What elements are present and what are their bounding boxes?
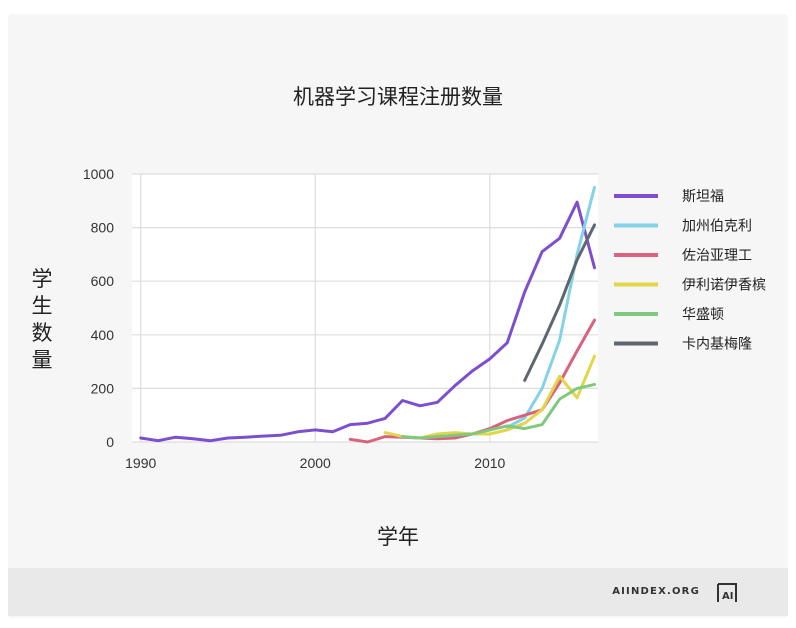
series-line-2	[505, 185, 596, 429]
y-tick-label: 200	[91, 380, 115, 396]
plot-background	[132, 174, 598, 442]
legend-label-1: 斯坦福	[682, 189, 724, 205]
series-line-1	[139, 200, 596, 443]
legend-label-4: 伊利诺伊香槟	[682, 278, 766, 294]
series-lines	[139, 185, 596, 444]
y-tick-label: 600	[91, 273, 115, 289]
y-axis-title-char: 学	[32, 267, 53, 291]
series-line-6	[523, 223, 596, 382]
logo-text: AI	[722, 591, 733, 602]
legend-label-2: 加州伯克利	[682, 219, 752, 235]
legend-label-6: 卡内基梅隆	[682, 336, 752, 353]
brand-text: AIINDEX.ORG	[612, 586, 700, 597]
y-axis-title-char: 量	[32, 348, 53, 372]
y-tick-label: 800	[91, 220, 115, 236]
x-tick-label: 1990	[125, 455, 156, 471]
grid	[132, 173, 598, 443]
y-axis-title-char: 数	[32, 321, 53, 345]
legend-label-3: 佐治亚理工	[682, 248, 752, 264]
x-ticks: 1990 2000 2010	[125, 455, 505, 471]
chart-title: 机器学习课程注册数量	[293, 85, 503, 109]
x-tick-label: 2000	[300, 455, 331, 471]
footer-bar	[8, 568, 788, 616]
y-ticks: 0 200 400 600 800 1000	[83, 166, 114, 450]
y-tick-label: 400	[91, 327, 115, 343]
y-axis-title-char: 生	[32, 294, 53, 318]
legend-label-5: 华盛顿	[682, 307, 724, 323]
y-tick-label: 1000	[83, 166, 114, 182]
x-axis-title: 学年	[377, 525, 419, 549]
series-line-5	[401, 382, 596, 440]
ai-index-logo: AI	[717, 583, 737, 602]
x-tick-label: 2010	[474, 455, 505, 471]
y-tick-label: 0	[106, 434, 114, 450]
